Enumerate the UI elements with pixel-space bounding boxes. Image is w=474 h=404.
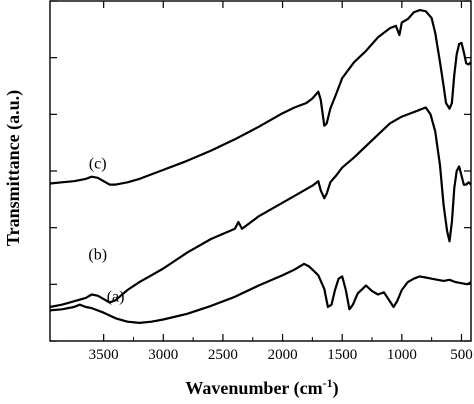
x-tick-label: 2500 <box>208 347 238 363</box>
spectra-curves <box>49 9 472 324</box>
curve-label-a: (a) <box>107 288 125 305</box>
x-axis-ticks: 3500 3000 2500 2000 1500 1000 500 <box>89 1 473 363</box>
y-axis-title: Transmittance (a.u.) <box>3 90 24 246</box>
y-axis-ticks <box>50 0 471 342</box>
spectrum-line-c <box>49 9 472 186</box>
x-axis-title: Wavenumber (cm-1) <box>185 376 338 399</box>
x-tick-label: 1000 <box>387 347 417 363</box>
x-tick-label: 3500 <box>89 347 119 363</box>
x-tick-label: 2000 <box>268 347 298 363</box>
x-tick-label: 1500 <box>327 347 357 363</box>
curve-labels: (a) (b) (c) <box>88 156 124 306</box>
x-tick-label: 3000 <box>148 347 178 363</box>
spectrum-line-b <box>49 106 472 309</box>
curve-label-b: (b) <box>88 246 107 263</box>
x-tick-label: 500 <box>450 347 473 363</box>
curve-label-c: (c) <box>89 156 107 173</box>
spectrum-line-a <box>49 262 472 324</box>
